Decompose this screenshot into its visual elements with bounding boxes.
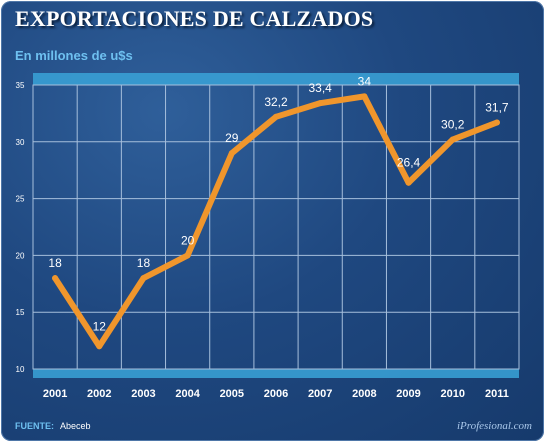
chart-title: EXPORTACIONES DE CALZADOS — [15, 6, 374, 31]
y-tick-label: 10 — [16, 365, 25, 374]
y-tick-label: 20 — [16, 251, 25, 260]
data-point — [449, 136, 456, 143]
data-point — [493, 119, 500, 126]
source-label: FUENTE: — [15, 421, 54, 431]
data-label: 32,2 — [264, 95, 288, 109]
data-label: 30,2 — [441, 118, 465, 132]
x-tick-label: 2006 — [264, 388, 288, 400]
bottom-band — [33, 369, 519, 378]
data-point — [405, 179, 412, 186]
x-tick-label: 2008 — [352, 388, 376, 400]
data-label: 31,7 — [485, 100, 509, 114]
x-tick-label: 2001 — [43, 388, 67, 400]
data-point — [184, 252, 191, 259]
data-point — [228, 150, 235, 157]
x-tick-label: 2010 — [440, 388, 464, 400]
y-tick-label: 15 — [16, 308, 25, 317]
data-label: 18 — [48, 256, 62, 270]
data-label: 33,4 — [309, 81, 333, 95]
data-label: 18 — [137, 256, 151, 270]
chart-subtitle: En millones de u$s — [15, 48, 133, 63]
data-point — [273, 113, 279, 120]
data-label: 12 — [93, 319, 107, 333]
x-tick-label: 2004 — [175, 388, 200, 400]
x-tick-label: 2002 — [87, 388, 111, 400]
x-tick-label: 2011 — [485, 388, 509, 400]
source-value: Abeceb — [60, 421, 91, 431]
data-point — [317, 100, 324, 107]
data-label: 26,4 — [397, 156, 421, 170]
y-tick-label: 25 — [16, 195, 25, 204]
data-label: 34 — [358, 74, 372, 88]
y-tick-label: 35 — [16, 81, 25, 90]
top-band — [33, 73, 519, 85]
x-tick-label: 2005 — [220, 388, 244, 400]
data-point — [96, 343, 103, 350]
source-note: FUENTE: Abeceb — [15, 421, 91, 431]
data-label: 29 — [225, 131, 239, 145]
x-tick-label: 2007 — [308, 388, 332, 400]
y-tick-label: 30 — [16, 138, 25, 147]
data-point — [52, 275, 59, 282]
x-tick-label: 2003 — [131, 388, 155, 400]
x-tick-label: 2009 — [396, 388, 420, 400]
data-point — [361, 93, 368, 100]
data-label: 20 — [181, 233, 195, 247]
brand-text: iProfesional.com — [456, 420, 532, 432]
data-point — [140, 275, 147, 282]
